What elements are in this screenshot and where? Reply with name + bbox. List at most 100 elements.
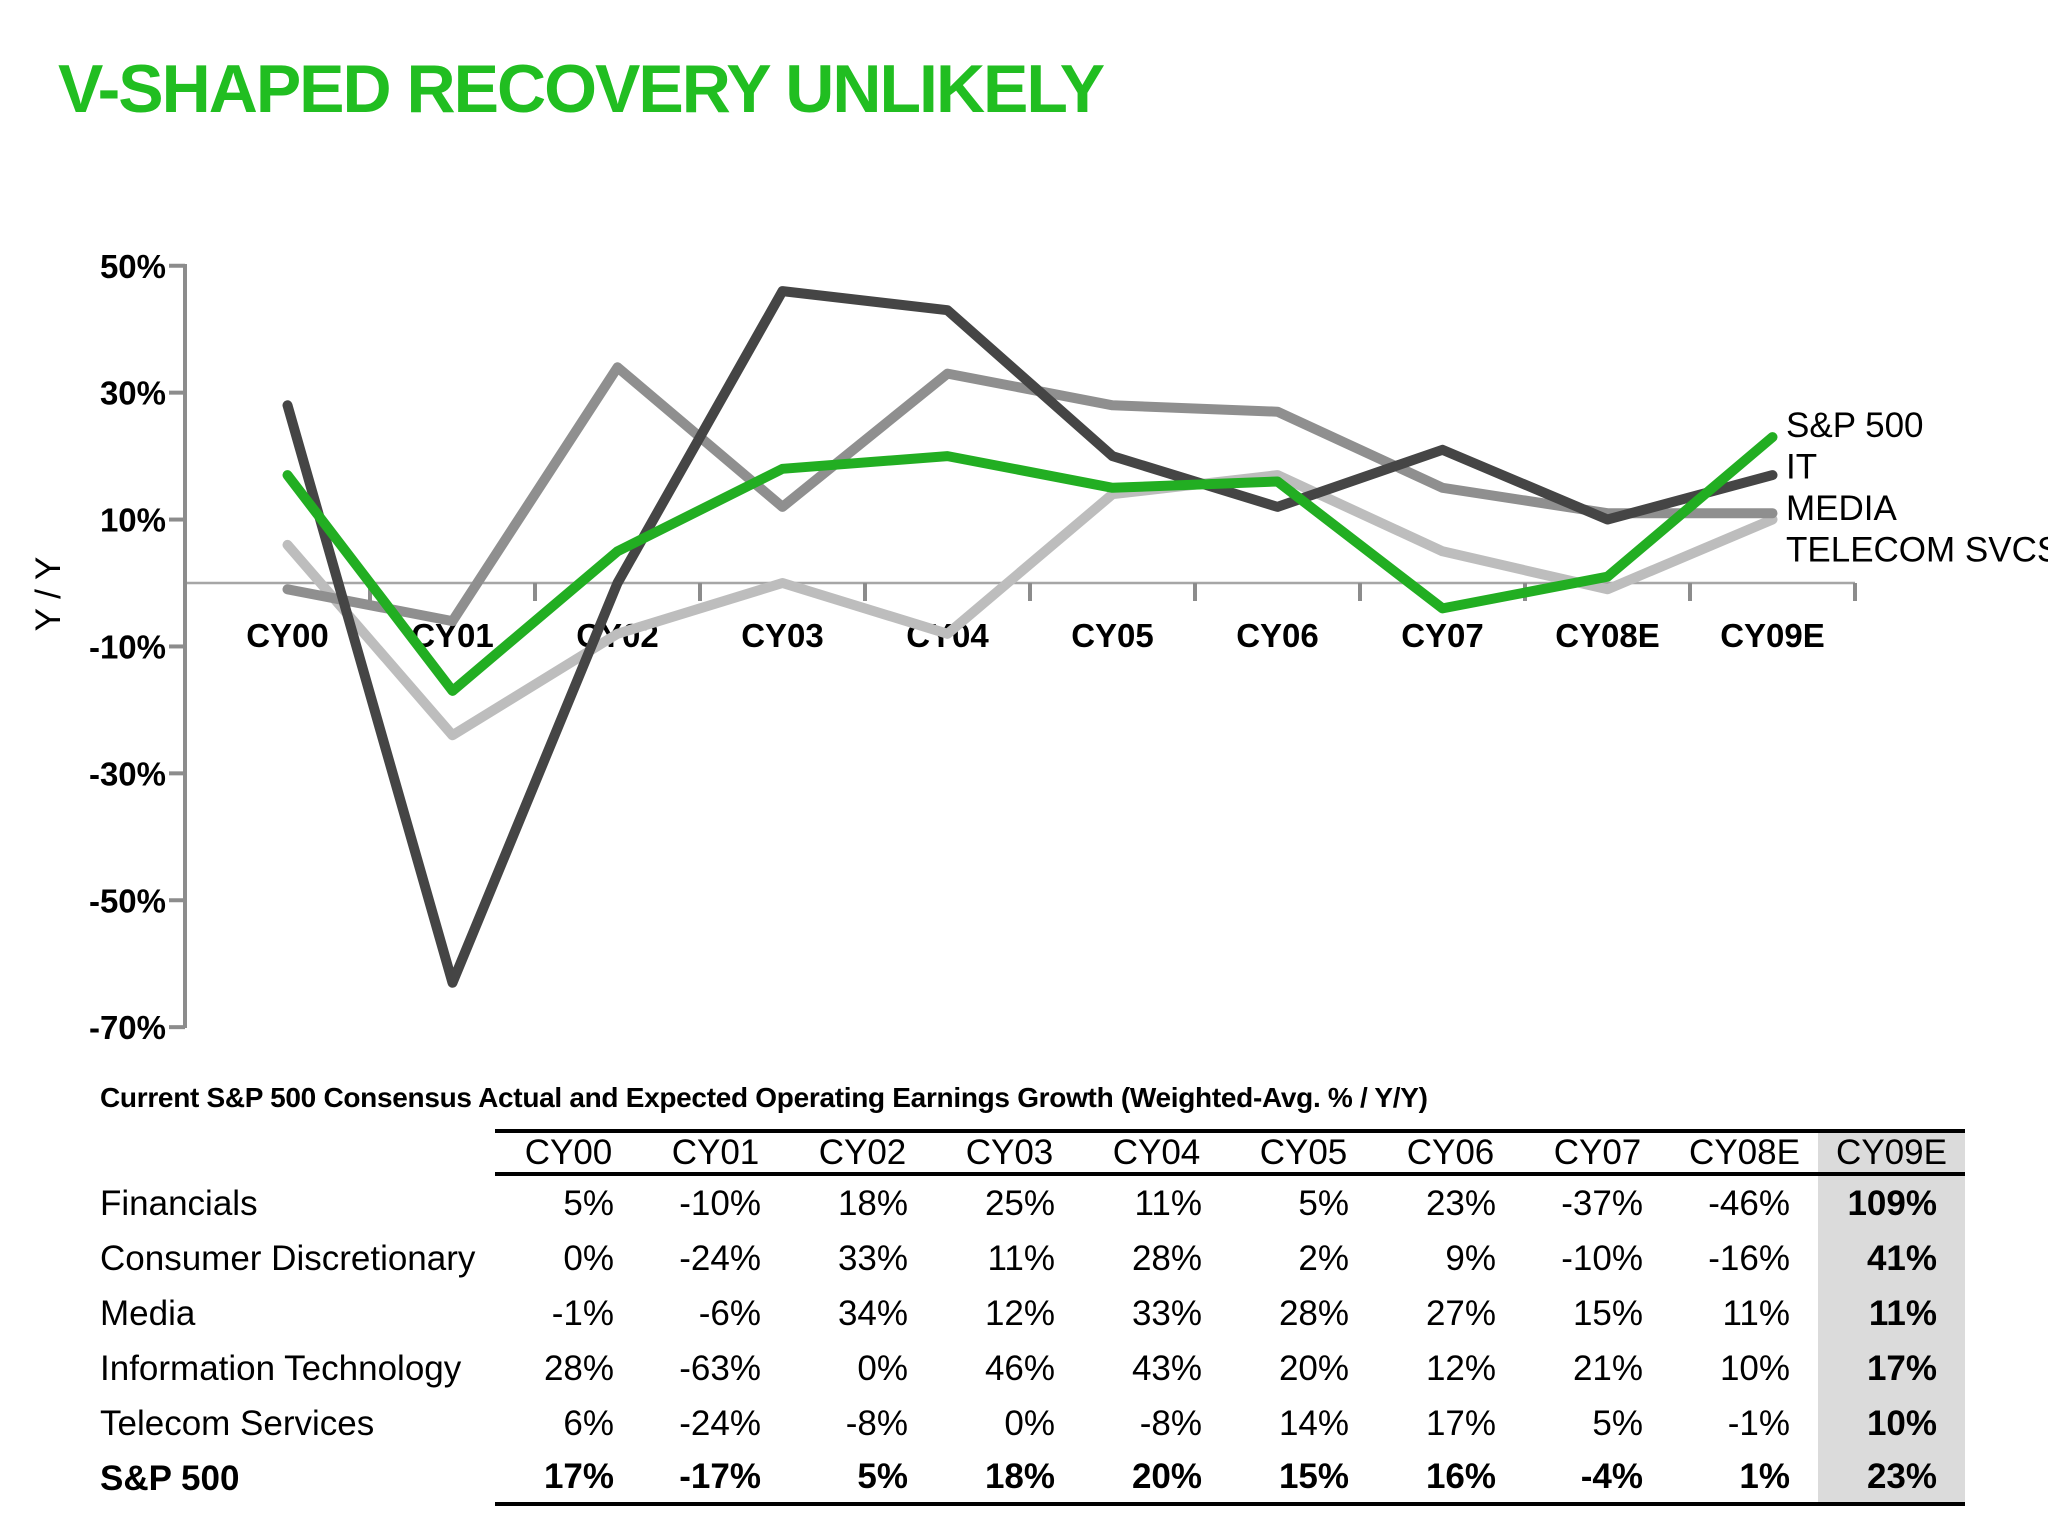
table-cell: -17% — [642, 1451, 789, 1506]
column-header: CY08E — [1671, 1129, 1818, 1176]
column-header: CY09E — [1818, 1129, 1965, 1176]
table-cell: -24% — [679, 1404, 761, 1443]
table-cell: 23% — [1818, 1451, 1965, 1506]
table-cell: -10% — [1561, 1239, 1643, 1278]
x-axis-label: CY08E — [1555, 617, 1660, 654]
row-label: Telecom Services — [100, 1404, 375, 1443]
legend-label: S&P 500 — [1786, 406, 1924, 445]
table-cell: 20% — [1083, 1451, 1230, 1506]
series-line-s-p-500 — [282, 432, 1778, 696]
row-label: Media — [100, 1294, 196, 1333]
y-axis-tick-label: -70% — [89, 1009, 166, 1046]
table-cell: 41% — [1818, 1231, 1965, 1286]
table-cell: 34% — [837, 1294, 908, 1333]
table-cell: 21% — [1572, 1349, 1643, 1388]
x-axis-label: CY09E — [1720, 617, 1825, 654]
table-cell: 5% — [563, 1184, 614, 1223]
y-axis-tick-label: -30% — [89, 755, 166, 792]
table-cell: -1% — [551, 1294, 614, 1333]
table-cell: 17% — [1425, 1404, 1496, 1443]
x-axis-label: CY00 — [246, 617, 329, 654]
table-cell: -46% — [1708, 1184, 1790, 1223]
series-line-it — [282, 286, 1778, 988]
x-axis-label: CY06 — [1236, 617, 1319, 654]
table-cell: 5% — [789, 1451, 936, 1506]
x-axis-label: CY03 — [741, 617, 824, 654]
table-cell: 9% — [1445, 1239, 1496, 1278]
table-cell: -37% — [1561, 1184, 1643, 1223]
column-header: CY02 — [789, 1129, 936, 1176]
table-cell: 5% — [1298, 1184, 1349, 1223]
column-header: CY03 — [936, 1129, 1083, 1176]
table-cell: 28% — [543, 1349, 614, 1388]
table-cell: 33% — [1131, 1294, 1202, 1333]
table-cell: 28% — [1278, 1294, 1349, 1333]
table-corner-cell — [100, 1129, 495, 1176]
table-cell: 20% — [1278, 1349, 1349, 1388]
table-cell: 2% — [1298, 1239, 1349, 1278]
table-cell: 14% — [1278, 1404, 1349, 1443]
table-cell: 18% — [837, 1184, 908, 1223]
y-axis-tick-label: 10% — [100, 502, 166, 539]
table-cell: 0% — [563, 1239, 614, 1278]
table-cell: 6% — [563, 1404, 614, 1443]
table-cell: 46% — [984, 1349, 1055, 1388]
series-line-telecom-svcs — [282, 470, 1778, 741]
table-cell: 25% — [984, 1184, 1055, 1223]
page-title: V-SHAPED RECOVERY UNLIKELY — [58, 51, 1105, 127]
table-cell: 16% — [1377, 1451, 1524, 1506]
table-cell: -4% — [1524, 1451, 1671, 1506]
table-cell: -1% — [1727, 1404, 1790, 1443]
x-axis-label: CY07 — [1401, 617, 1484, 654]
y-axis-title: Y / Y — [29, 557, 68, 632]
row-label: S&P 500 — [100, 1459, 240, 1498]
table-cell: 12% — [1425, 1349, 1496, 1388]
table-cell: 43% — [1131, 1349, 1202, 1388]
y-axis-tick-label: -10% — [89, 628, 166, 665]
table-cell: 33% — [837, 1239, 908, 1278]
column-header: CY06 — [1377, 1129, 1524, 1176]
table-cell: 0% — [857, 1349, 908, 1388]
legend-label: IT — [1786, 448, 1817, 487]
earnings-table: CY00 CY01 CY02 CY03 CY04 CY05 CY06 CY07 CY08E CY0… — [100, 1129, 1965, 1506]
table-cell: 11% — [987, 1239, 1055, 1278]
table-cell: 109% — [1818, 1176, 1965, 1231]
column-header: CY05 — [1230, 1129, 1377, 1176]
table-cell: -16% — [1708, 1239, 1790, 1278]
line-chart: 50%30%10%-10%-30%-50%-70%CY00 CY01 CY02 CY0… — [29, 248, 2048, 1046]
table-cell: -24% — [679, 1239, 761, 1278]
column-header: CY07 — [1524, 1129, 1671, 1176]
table-cell: 12% — [984, 1294, 1055, 1333]
table-title: Current S&P 500 Consensus Actual and Exp… — [100, 1082, 1428, 1113]
table-cell: -10% — [679, 1184, 761, 1223]
table-cell: 5% — [1592, 1404, 1643, 1443]
legend-label: MEDIA — [1786, 489, 1898, 528]
table-cell: 27% — [1425, 1294, 1496, 1333]
table-cell: 1% — [1671, 1451, 1818, 1506]
y-axis-tick-label: 30% — [100, 375, 166, 412]
table-cell: 28% — [1131, 1239, 1202, 1278]
y-axis-tick-label: -50% — [89, 882, 166, 919]
column-header: CY00 — [495, 1129, 642, 1176]
column-header: CY04 — [1083, 1129, 1230, 1176]
table-cell: -63% — [679, 1349, 761, 1388]
table-cell: 23% — [1425, 1184, 1496, 1223]
table-cell: 10% — [1719, 1349, 1790, 1388]
row-label: Consumer Discretionary — [100, 1239, 476, 1278]
x-axis-label: CY05 — [1071, 617, 1154, 654]
table-cell: 11% — [1134, 1184, 1202, 1223]
table-cell: 0% — [1004, 1404, 1055, 1443]
table-cell: 15% — [1572, 1294, 1643, 1333]
legend-label: TELECOM SVCS — [1786, 531, 2048, 570]
table-cell: 17% — [495, 1451, 642, 1506]
row-label: Information Technology — [100, 1349, 462, 1388]
table-cell: -8% — [845, 1404, 908, 1443]
table-cell: 11% — [1722, 1294, 1790, 1333]
table-cell: 17% — [1818, 1341, 1965, 1396]
table-cell: -8% — [1139, 1404, 1202, 1443]
table-cell: 15% — [1230, 1451, 1377, 1506]
y-axis-tick-label: 50% — [100, 248, 166, 285]
row-label: Financials — [100, 1184, 258, 1223]
column-header: CY01 — [642, 1129, 789, 1176]
